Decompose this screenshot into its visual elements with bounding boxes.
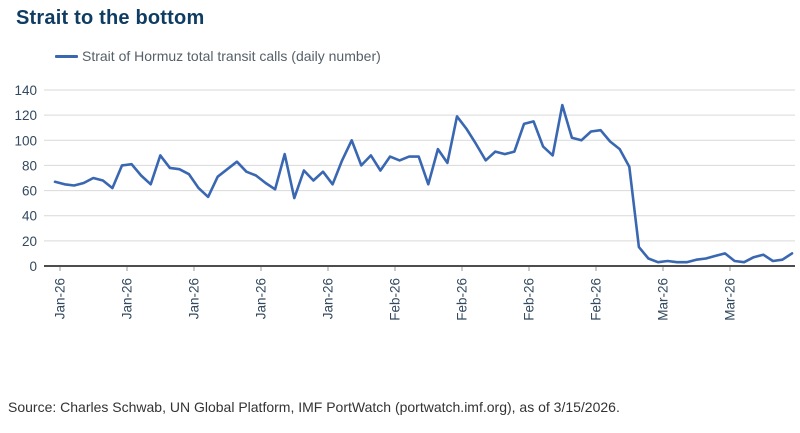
chart-title: Strait to the bottom: [16, 7, 205, 29]
x-axis-tick-label: Mar-26: [723, 278, 738, 321]
x-axis-tick-label: Jan-26: [254, 278, 269, 319]
x-axis-tick-label: Jan-26: [187, 278, 202, 319]
y-axis-tick-label: 100: [14, 133, 37, 148]
x-axis-tick-label: Feb-26: [455, 278, 470, 321]
y-axis-tick-label: 60: [22, 184, 37, 199]
x-axis-tick-label: Feb-26: [522, 278, 537, 321]
y-axis-tick-label: 80: [22, 158, 37, 173]
x-axis-tick-label: Mar-26: [656, 278, 671, 321]
x-axis-tick-label: Feb-26: [388, 278, 403, 321]
y-axis-tick-label: 140: [14, 83, 37, 98]
transit-calls-line-chart: 0 20 40 60 80 100 120 140 Jan-26 Jan-26 Jan-26 Jan-…: [14, 83, 795, 321]
x-axis-tick-label: Jan-26: [120, 278, 135, 319]
x-axis-tick-label: Jan-26: [53, 278, 68, 319]
x-axis-tick-label: Jan-26: [321, 278, 336, 319]
legend-line-icon: [55, 54, 78, 58]
plot-area: 0 20 40 60 80 100 120 140 Jan-26 Jan-26 Jan-26 Jan-…: [0, 78, 800, 343]
y-axis-tick-label: 120: [14, 108, 37, 123]
y-axis-tick-label: 40: [22, 209, 37, 224]
source-note: Source: Charles Schwab, UN Global Platfo…: [8, 399, 620, 415]
series-line: [53, 103, 794, 264]
legend-label: Strait of Hormuz total transit calls (da…: [82, 48, 381, 64]
x-axis-tick-label: Feb-26: [589, 278, 604, 321]
y-axis-tick-label: 0: [29, 259, 37, 274]
legend: Strait of Hormuz total transit calls (da…: [55, 48, 381, 64]
y-axis-tick-label: 20: [22, 234, 37, 249]
